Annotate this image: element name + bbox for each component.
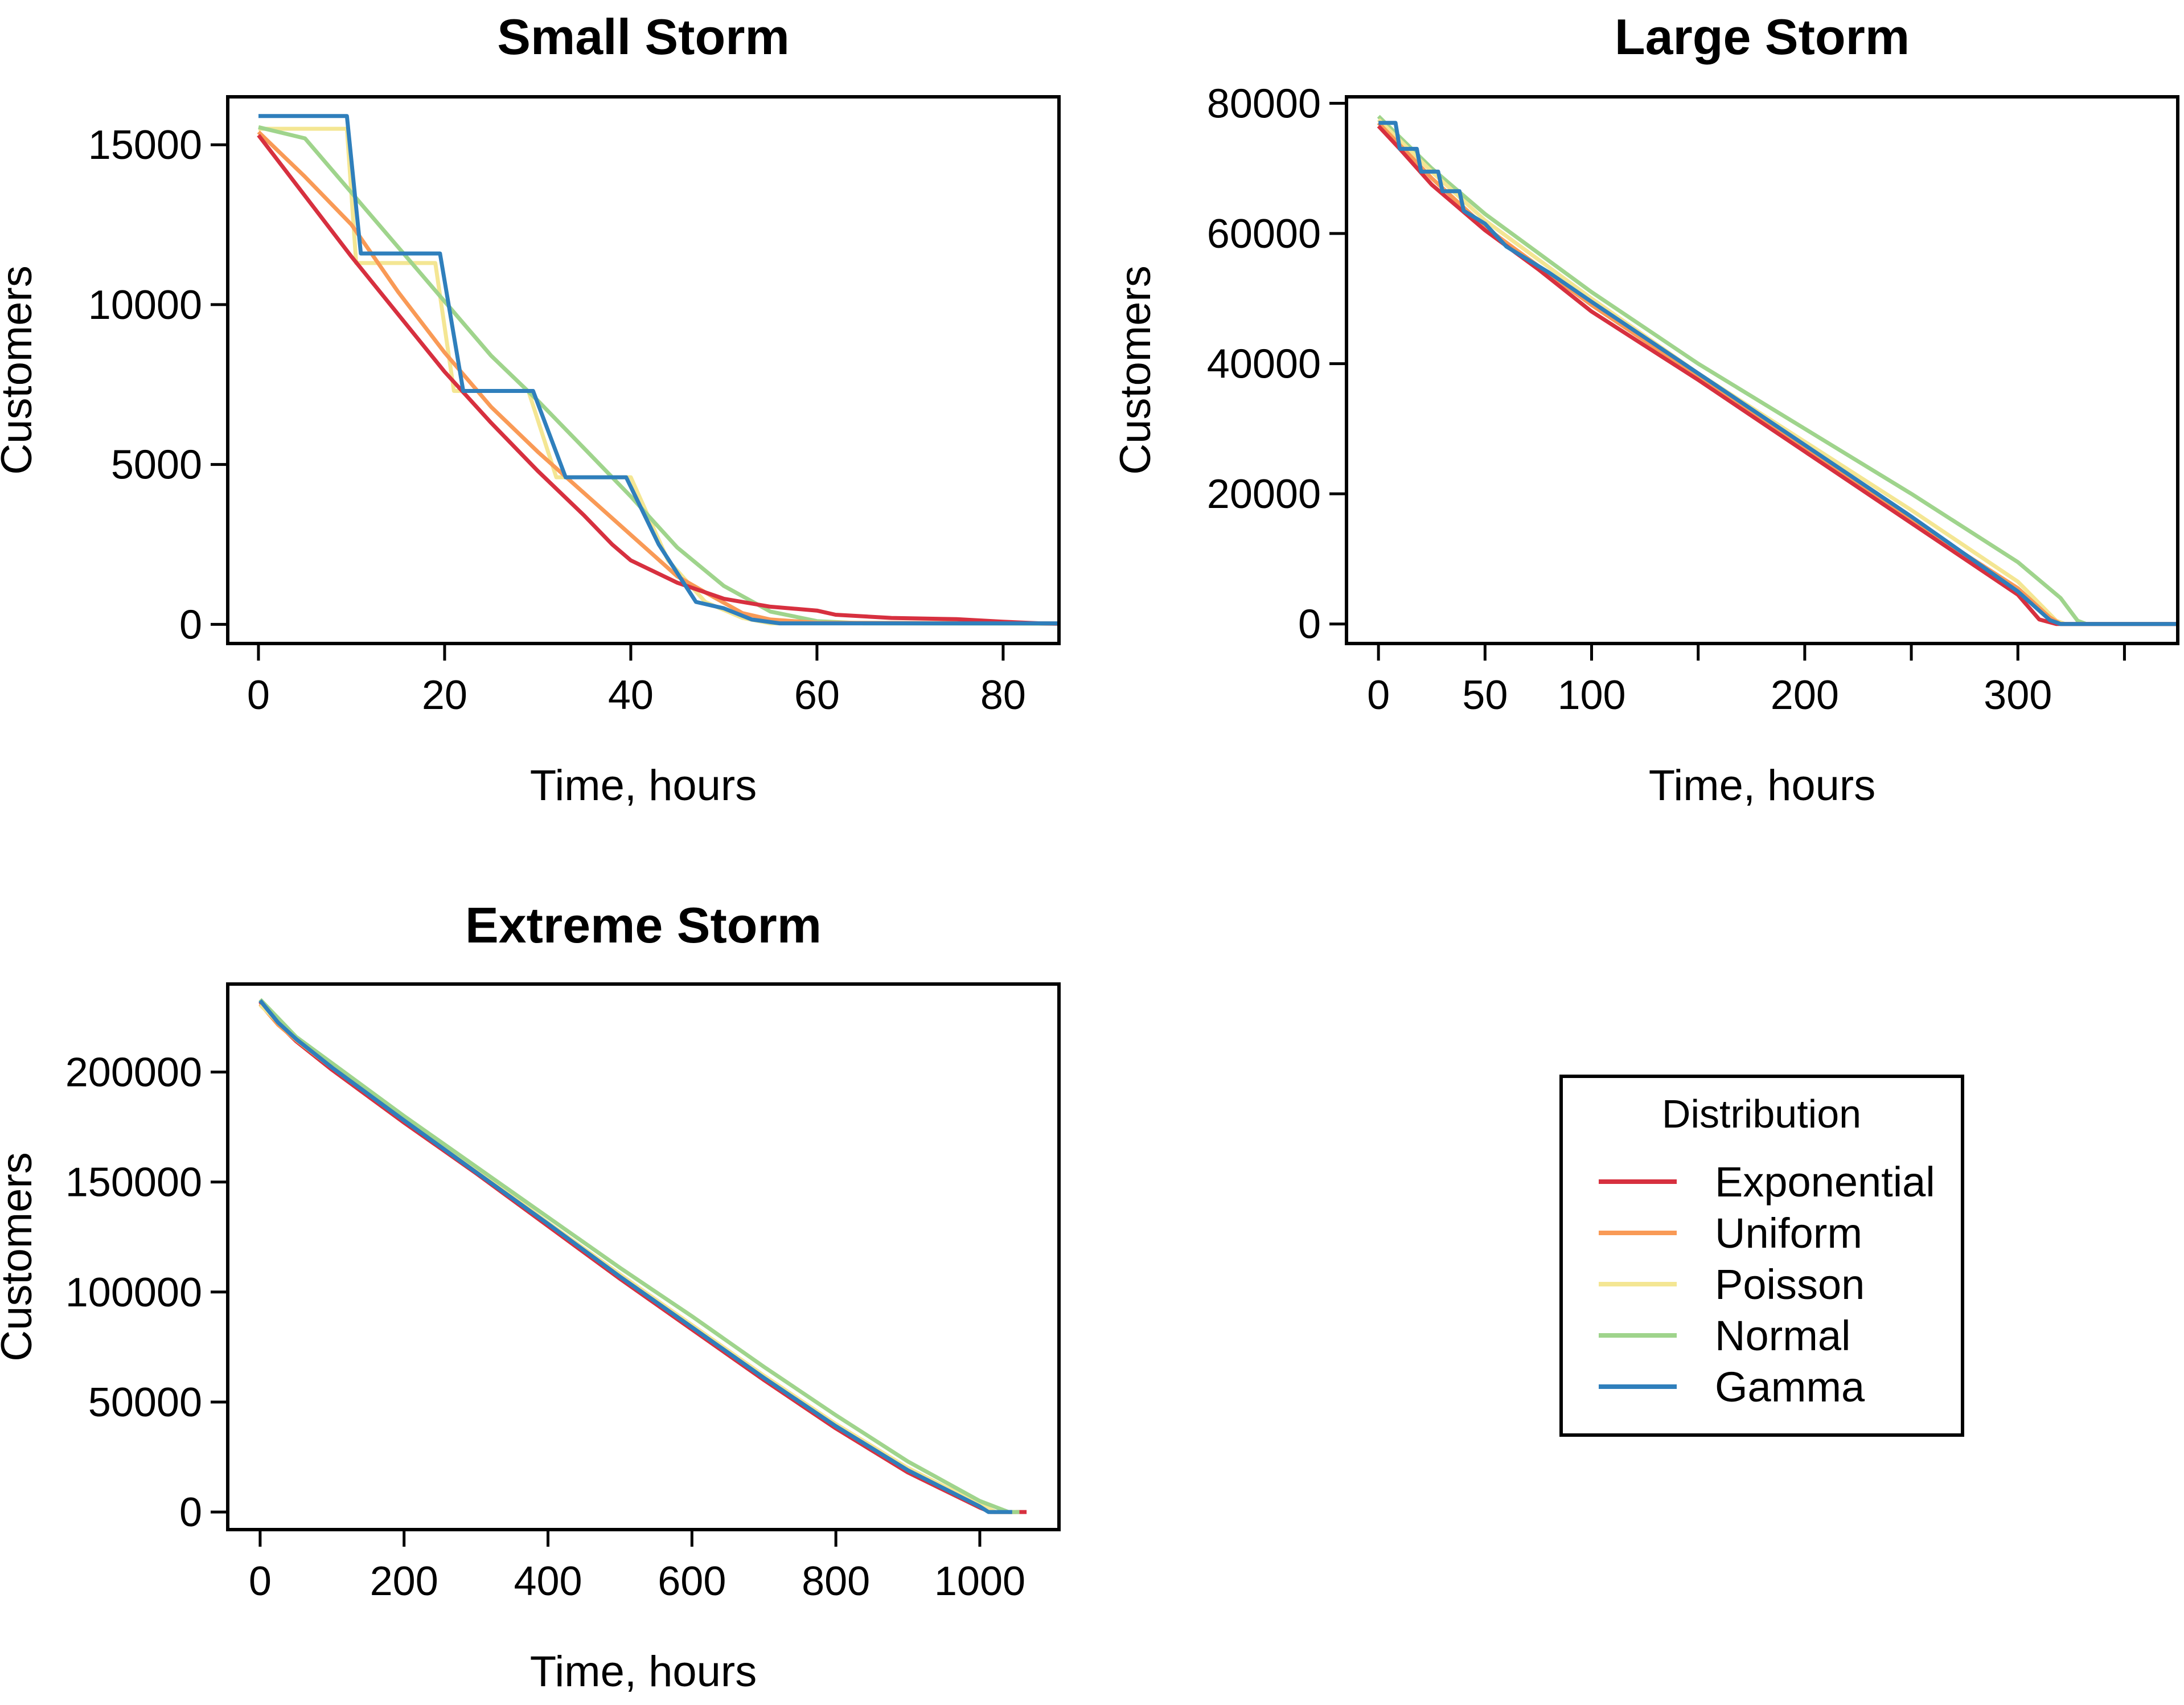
extreme-storm-gamma-line	[258, 999, 1012, 1514]
large-storm-x-axis-label: Time, hours	[1649, 761, 1875, 810]
small-storm-uniform-line	[257, 130, 1059, 626]
legend-title: Distribution	[1662, 1092, 1861, 1136]
extreme-storm-y-tick-label: 50000	[88, 1380, 202, 1425]
small-storm-gamma-line	[258, 114, 1059, 626]
large-storm-y-tick-label: 40000	[1207, 342, 1321, 387]
extreme-storm-x-tick-label: 200	[370, 1559, 438, 1604]
large-storm-series-group	[1377, 114, 2178, 626]
small-storm-y-tick-label: 15000	[88, 122, 202, 168]
small-storm-x-tick-label: 40	[608, 673, 654, 718]
extreme-storm-x-axis-label: Time, hours	[530, 1647, 757, 1696]
large-storm-y-tick-label: 20000	[1207, 472, 1321, 517]
extreme-storm-panel: Extreme Storm 0 200 400 600 800 1000 0 50000 1000…	[0, 897, 1061, 1696]
small-storm-normal-line	[258, 125, 1059, 626]
large-storm-gamma-line	[1378, 121, 2178, 626]
small-storm-y-tick-label: 5000	[111, 442, 202, 488]
small-storm-x-tick-label: 80	[980, 673, 1026, 718]
small-storm-exponential-line	[257, 134, 1059, 626]
large-storm-title: Large Storm	[1615, 9, 1910, 65]
small-storm-title: Small Storm	[497, 9, 789, 65]
small-storm-y-axis-label: Customers	[0, 265, 41, 474]
small-storm-x-axis-label: Time, hours	[530, 761, 757, 810]
large-storm-x-tick-label: 100	[1557, 673, 1625, 718]
small-storm-x-tick-label: 20	[422, 673, 467, 718]
extreme-storm-normal-line	[258, 998, 1020, 1514]
legend-normal-label: Normal	[1715, 1312, 1850, 1359]
extreme-storm-x-tick-label: 600	[658, 1559, 726, 1604]
legend-box	[1559, 1075, 1964, 1437]
extreme-storm-x-tick-label: 400	[514, 1559, 582, 1604]
extreme-storm-x-tick-label: 800	[802, 1559, 870, 1604]
small-storm-plot-frame	[226, 95, 1061, 645]
legend-uniform-label: Uniform	[1715, 1210, 1862, 1257]
large-storm-normal-line	[1377, 114, 2178, 626]
small-storm-panel: Small Storm 0 20 40 60 80 0 5000 10000 15000 Time,…	[0, 9, 1061, 810]
large-storm-y-tick-label: 80000	[1207, 81, 1321, 126]
extreme-storm-y-tick-label: 150000	[65, 1160, 202, 1206]
large-storm-y-tick-label: 0	[1298, 602, 1321, 647]
extreme-storm-y-tick-label: 0	[179, 1490, 202, 1535]
small-storm-x-tick-label: 0	[247, 673, 270, 718]
extreme-storm-y-axis-label: Customers	[0, 1152, 41, 1361]
large-storm-x-tick-label: 200	[1771, 673, 1839, 718]
legend-exponential-label: Exponential	[1715, 1158, 1935, 1206]
large-storm-panel: Large Storm 0 50 100 200 300 0 20000 40000 60000 8…	[1111, 9, 2179, 810]
extreme-storm-y-tick-label: 100000	[65, 1270, 202, 1315]
large-storm-y-tick-label: 60000	[1207, 211, 1321, 257]
extreme-storm-x-tick-label: 0	[249, 1559, 272, 1604]
large-storm-y-axis-label: Customers	[1111, 265, 1160, 474]
legend-poisson-label: Poisson	[1715, 1261, 1865, 1308]
extreme-storm-x-tick-label: 1000	[934, 1559, 1025, 1604]
extreme-storm-plot-frame	[226, 982, 1061, 1531]
extreme-storm-title: Extreme Storm	[465, 897, 822, 953]
extreme-storm-y-tick-label: 200000	[65, 1050, 202, 1096]
large-storm-x-tick-label: 50	[1462, 673, 1508, 718]
small-storm-y-tick-label: 10000	[88, 282, 202, 328]
legend-gamma-label: Gamma	[1715, 1363, 1865, 1411]
small-storm-y-tick-label: 0	[179, 602, 202, 647]
legend: Distribution ExponentialUniformPoissonNo…	[1559, 1075, 1964, 1437]
large-storm-plot-frame	[1345, 95, 2179, 645]
large-storm-x-tick-label: 300	[1984, 673, 2052, 718]
large-storm-exponential-line	[1377, 125, 2178, 626]
small-storm-x-tick-label: 60	[794, 673, 840, 718]
large-storm-x-tick-label: 0	[1367, 673, 1390, 718]
small-storm-series-group	[257, 114, 1059, 626]
extreme-storm-series-group	[258, 998, 1027, 1514]
